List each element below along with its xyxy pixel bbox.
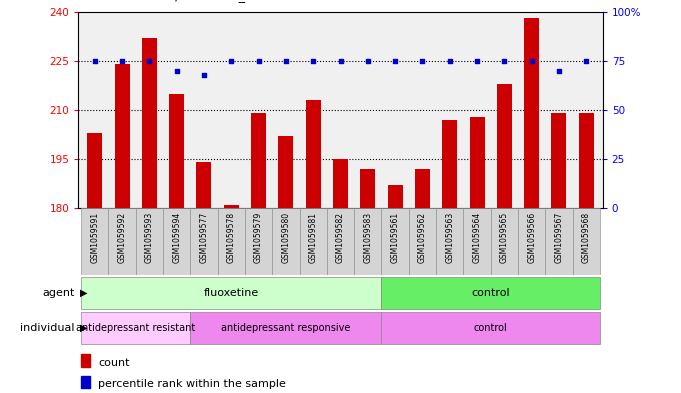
- Bar: [169, 94, 184, 208]
- Bar: [579, 113, 594, 208]
- Text: individual: individual: [20, 323, 75, 333]
- Bar: [245, 208, 272, 275]
- Point: [472, 58, 483, 64]
- Point: [281, 58, 291, 64]
- Bar: [436, 208, 463, 275]
- Bar: [142, 38, 157, 208]
- Text: GSM1059563: GSM1059563: [445, 212, 454, 263]
- Bar: [491, 208, 518, 275]
- Bar: [279, 136, 294, 208]
- Text: fluoxetine: fluoxetine: [204, 288, 259, 298]
- Bar: [190, 208, 218, 275]
- Bar: [114, 64, 129, 208]
- Point: [526, 58, 537, 64]
- Text: GSM1059579: GSM1059579: [254, 212, 263, 263]
- Bar: [415, 169, 430, 208]
- Point: [308, 58, 319, 64]
- Text: GSM1059566: GSM1059566: [527, 212, 536, 263]
- Point: [144, 58, 155, 64]
- Point: [581, 58, 592, 64]
- Bar: [463, 208, 491, 275]
- Point: [499, 58, 510, 64]
- Bar: [224, 205, 239, 208]
- Text: control: control: [471, 288, 510, 298]
- Bar: [306, 100, 321, 208]
- Point: [171, 68, 182, 74]
- Bar: [381, 312, 600, 344]
- Bar: [272, 208, 300, 275]
- Bar: [442, 120, 457, 208]
- Bar: [218, 208, 245, 275]
- Bar: [81, 277, 381, 309]
- Bar: [300, 208, 327, 275]
- Bar: [552, 113, 567, 208]
- Bar: [327, 208, 354, 275]
- Text: control: control: [474, 323, 507, 333]
- Bar: [387, 185, 402, 208]
- Text: GSM1059565: GSM1059565: [500, 212, 509, 263]
- Point: [362, 58, 373, 64]
- Text: count: count: [98, 358, 130, 368]
- Point: [554, 68, 565, 74]
- Bar: [81, 312, 190, 344]
- Bar: [518, 208, 545, 275]
- Bar: [81, 354, 91, 367]
- Point: [390, 58, 400, 64]
- Text: GSM1059577: GSM1059577: [200, 212, 208, 263]
- Text: antidepressant resistant: antidepressant resistant: [76, 323, 195, 333]
- Text: GSM1059593: GSM1059593: [145, 212, 154, 263]
- Point: [253, 58, 264, 64]
- Bar: [381, 208, 409, 275]
- Bar: [573, 208, 600, 275]
- Bar: [196, 162, 212, 208]
- Text: percentile rank within the sample: percentile rank within the sample: [98, 379, 286, 389]
- Text: ▶: ▶: [80, 288, 87, 298]
- Text: GSM1059594: GSM1059594: [172, 212, 181, 263]
- Bar: [354, 208, 381, 275]
- Point: [198, 72, 209, 78]
- Point: [417, 58, 428, 64]
- Text: GSM1059561: GSM1059561: [391, 212, 400, 263]
- Bar: [81, 208, 108, 275]
- Text: GSM1059562: GSM1059562: [418, 212, 427, 263]
- Bar: [190, 312, 381, 344]
- Point: [444, 58, 455, 64]
- Text: GSM1059582: GSM1059582: [336, 212, 345, 263]
- Text: antidepressant responsive: antidepressant responsive: [221, 323, 351, 333]
- Point: [116, 58, 127, 64]
- Text: GSM1059592: GSM1059592: [118, 212, 127, 263]
- Bar: [81, 376, 91, 388]
- Text: GSM1059568: GSM1059568: [582, 212, 591, 263]
- Text: GSM1059580: GSM1059580: [281, 212, 290, 263]
- Point: [89, 58, 100, 64]
- Bar: [409, 208, 436, 275]
- Bar: [251, 113, 266, 208]
- Point: [335, 58, 346, 64]
- Bar: [381, 277, 600, 309]
- Text: agent: agent: [42, 288, 75, 298]
- Bar: [333, 159, 348, 208]
- Text: GSM1059564: GSM1059564: [473, 212, 481, 263]
- Bar: [360, 169, 375, 208]
- Point: [226, 58, 237, 64]
- Bar: [545, 208, 573, 275]
- Bar: [524, 18, 539, 208]
- Text: GSM1059591: GSM1059591: [90, 212, 99, 263]
- Text: GSM1059567: GSM1059567: [554, 212, 563, 263]
- Bar: [108, 208, 136, 275]
- Text: ▶: ▶: [80, 323, 87, 333]
- Text: GSM1059578: GSM1059578: [227, 212, 236, 263]
- Text: GSM1059583: GSM1059583: [363, 212, 373, 263]
- Bar: [87, 133, 102, 208]
- Text: GDS5307 / 1423769_at: GDS5307 / 1423769_at: [112, 0, 258, 2]
- Bar: [163, 208, 190, 275]
- Bar: [136, 208, 163, 275]
- Bar: [469, 117, 485, 208]
- Bar: [497, 84, 512, 208]
- Text: GSM1059581: GSM1059581: [308, 212, 318, 263]
